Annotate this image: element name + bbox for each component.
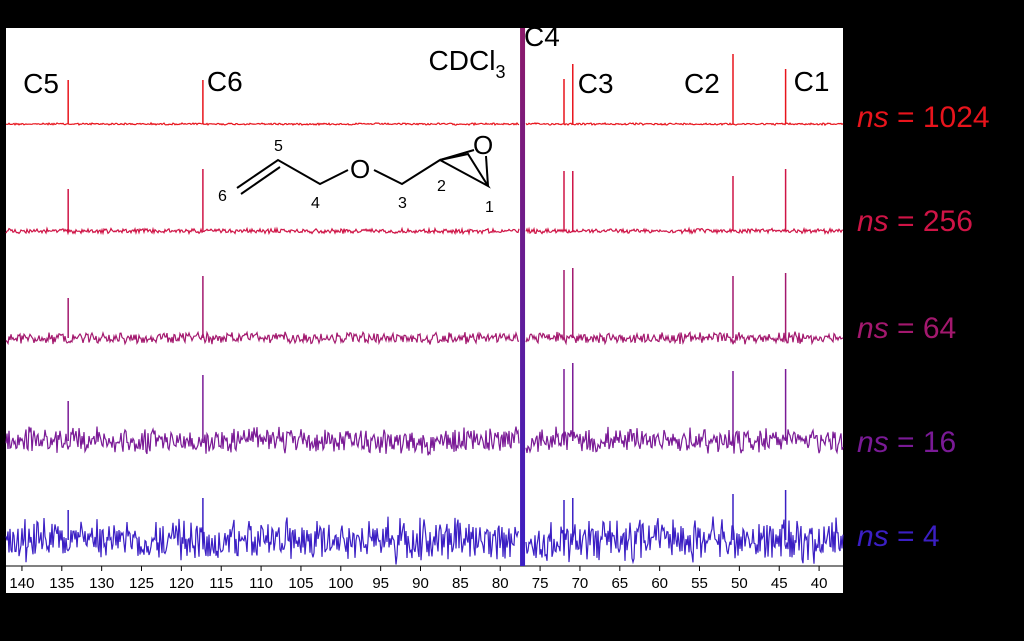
- series-ns-italic: ns: [857, 312, 889, 345]
- x-tick-label: 45: [771, 575, 788, 592]
- x-tick-label: 50: [731, 575, 748, 592]
- x-tick-label: 75: [532, 575, 549, 592]
- structure-chain-2: [373, 152, 491, 189]
- peak-label-c4: C4: [524, 21, 560, 52]
- structure-oxygen-ether: O: [350, 154, 370, 184]
- x-tick-label: 40: [811, 575, 828, 592]
- structure-double-bond: [240, 166, 281, 195]
- series-ns-value: = 16: [889, 426, 957, 459]
- spectrum-traces: [5, 54, 844, 565]
- peak-label-c5: C5: [23, 68, 59, 99]
- solvent-peak-bar: [520, 28, 526, 566]
- x-tick-label: 80: [492, 575, 509, 592]
- x-tick-label: 55: [691, 575, 708, 592]
- series-label-ns-4: ns = 4: [857, 520, 940, 553]
- atom-label-6: 6: [218, 188, 227, 205]
- x-tick-label: 100: [328, 575, 353, 592]
- x-tick-label: 70: [572, 575, 589, 592]
- structure-epoxide-o1: [439, 149, 475, 161]
- solvent-label-text: CDCl: [429, 45, 496, 76]
- x-tick-label: 105: [288, 575, 313, 592]
- peak-label-c1: C1: [794, 66, 830, 97]
- series-ns-value: = 64: [889, 312, 957, 345]
- solvent-label-sub: 3: [495, 62, 505, 82]
- peak-label-c2: C2: [684, 68, 720, 99]
- structure-oxygen-epoxide: O: [473, 130, 493, 160]
- atom-label-3: 3: [398, 195, 407, 212]
- x-tick-label: 95: [372, 575, 389, 592]
- solvent-peak: [520, 28, 526, 566]
- series-label-ns-16: ns = 16: [857, 426, 956, 459]
- spectrum-trace-ns-256: [5, 226, 843, 236]
- series-label-ns-64: ns = 64: [857, 312, 956, 345]
- atom-label-2: 2: [437, 178, 446, 195]
- x-tick-label: 115: [209, 575, 233, 592]
- spectrum-trace-ns-4: [5, 516, 844, 565]
- x-tick-label: 85: [452, 575, 469, 592]
- molecule-labels: O O 1 2 3 4 5 6: [218, 130, 494, 216]
- x-tick-label: 125: [129, 575, 154, 592]
- series-ns-italic: ns: [857, 101, 889, 134]
- axis-strip: [6, 566, 843, 593]
- atom-label-4: 4: [311, 195, 320, 212]
- x-tick-label: 140: [9, 575, 34, 592]
- x-tick-label: 110: [249, 575, 273, 592]
- series-label-ns-1024: ns = 1024: [857, 101, 990, 134]
- series-ns-value: = 1024: [889, 101, 990, 134]
- x-tick-label: 90: [412, 575, 429, 592]
- x-tick-label: 135: [49, 575, 74, 592]
- atom-label-1: 1: [485, 199, 494, 216]
- spectrum-trace-ns-1024: [5, 121, 844, 127]
- solvent-label: CDCl3: [429, 45, 506, 82]
- structure-chain: [236, 158, 349, 189]
- x-tick-label: 120: [169, 575, 194, 592]
- x-tick-label: 60: [651, 575, 668, 592]
- peak-label-c3: C3: [578, 68, 614, 99]
- peak-labels: C5 C6 C4 C3 C2 C1 CDCl3: [23, 21, 829, 99]
- molecule-structure: [236, 149, 491, 195]
- atom-label-5: 5: [274, 138, 283, 155]
- series-ns-italic: ns: [857, 205, 889, 238]
- series-label-ns-256: ns = 256: [857, 205, 973, 238]
- peak-label-c6: C6: [207, 66, 243, 97]
- series-ns-italic: ns: [857, 520, 889, 553]
- x-tick-label: 130: [89, 575, 114, 592]
- series-ns-italic: ns: [857, 426, 889, 459]
- series-ns-value: = 256: [889, 205, 973, 238]
- structure-epoxide-o2: [485, 155, 489, 187]
- plot-area: [6, 28, 843, 566]
- x-tick-label: 65: [611, 575, 628, 592]
- x-axis-ticks: 140 135 130 125 120 115 110 105 100 95 90 85 80 75 70 6…: [9, 566, 827, 592]
- spectrum-trace-ns-16: [5, 426, 844, 456]
- spectrum-trace-ns-64: [5, 330, 844, 346]
- series-ns-value: = 4: [889, 520, 940, 553]
